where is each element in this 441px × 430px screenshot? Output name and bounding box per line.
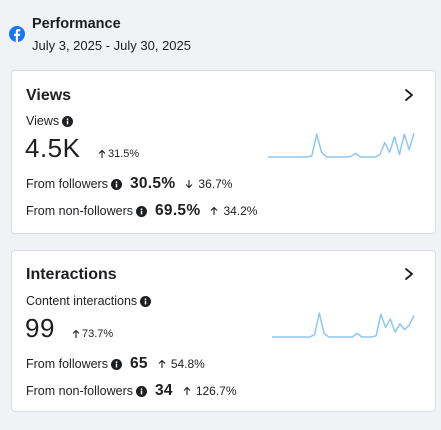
interactions-non-followers-change: 126.7% — [183, 384, 237, 398]
views-card[interactable]: Views Views 4.5K 31.5% From followers 30… — [11, 70, 436, 234]
interactions-sparkline-line — [272, 312, 415, 338]
interactions-followers-row: From followers 65 54.8% — [26, 355, 205, 373]
arrow-up-icon — [72, 329, 80, 338]
views-title: Views — [26, 87, 72, 104]
interactions-card[interactable]: Interactions Content interactions 99 73.… — [11, 250, 436, 412]
interactions-total-change-value: 73.7% — [82, 328, 114, 340]
interactions-total-change: 73.7% — [72, 328, 113, 340]
arrow-up-icon — [158, 359, 166, 368]
views-non-followers-label: From non-followers — [26, 204, 133, 218]
interactions-non-followers-label: From non-followers — [26, 384, 133, 398]
interactions-subtitle: Content interactions — [26, 294, 152, 308]
interactions-subtitle-label: Content interactions — [26, 294, 138, 308]
info-icon[interactable] — [110, 358, 122, 370]
views-non-followers-value: 69.5% — [154, 202, 201, 219]
chevron-right-icon[interactable] — [403, 88, 415, 102]
info-icon[interactable] — [140, 295, 152, 307]
interactions-title: Interactions — [26, 266, 117, 283]
views-followers-change-value: 36.7% — [198, 177, 233, 191]
page-header: Performance July 3, 2025 - July 30, 2025 — [0, 0, 441, 66]
interactions-followers-change-value: 54.8% — [170, 357, 205, 371]
arrow-up-icon — [183, 386, 191, 395]
views-total: 4.5K — [25, 133, 81, 163]
views-followers-label: From followers — [26, 177, 108, 191]
interactions-non-followers-change-value: 126.7% — [195, 384, 237, 398]
views-followers-label-wrap: From followers — [26, 177, 122, 191]
facebook-icon — [9, 26, 25, 42]
views-sparkline — [268, 132, 415, 158]
arrow-up-icon — [211, 206, 218, 215]
page-title: Performance — [32, 16, 121, 32]
interactions-followers-label: From followers — [26, 357, 108, 371]
views-non-followers-change: 34.2% — [210, 204, 257, 218]
views-total-change: 31.5% — [98, 148, 139, 160]
interactions-sparkline — [272, 312, 415, 338]
views-subtitle-label: Views — [26, 114, 60, 128]
info-icon[interactable] — [135, 385, 147, 397]
interactions-total: 99 — [25, 313, 55, 343]
views-followers-row: From followers 30.5% 36.7% — [26, 175, 232, 193]
views-sparkline-line — [268, 132, 415, 158]
interactions-followers-value: 65 — [129, 355, 148, 372]
views-followers-value: 30.5% — [129, 175, 176, 192]
chevron-right-icon[interactable] — [403, 267, 415, 281]
interactions-non-followers-label-wrap: From non-followers — [26, 384, 147, 398]
views-followers-change: 36.7% — [185, 177, 232, 191]
arrow-down-icon — [186, 180, 193, 189]
views-non-followers-label-wrap: From non-followers — [26, 204, 147, 218]
info-icon[interactable] — [62, 115, 74, 127]
interactions-followers-label-wrap: From followers — [26, 357, 122, 371]
views-subtitle: Views — [26, 114, 74, 128]
views-non-followers-row: From non-followers 69.5% 34.2% — [26, 202, 257, 220]
interactions-followers-change: 54.8% — [158, 357, 205, 371]
views-total-change-value: 31.5% — [108, 148, 140, 160]
views-non-followers-change-value: 34.2% — [223, 204, 258, 218]
interactions-non-followers-value: 34 — [154, 382, 173, 399]
info-icon[interactable] — [135, 205, 147, 217]
info-icon[interactable] — [110, 178, 122, 190]
interactions-non-followers-row: From non-followers 34 126.7% — [26, 382, 237, 400]
arrow-up-icon — [98, 149, 106, 158]
date-range: July 3, 2025 - July 30, 2025 — [32, 38, 191, 53]
